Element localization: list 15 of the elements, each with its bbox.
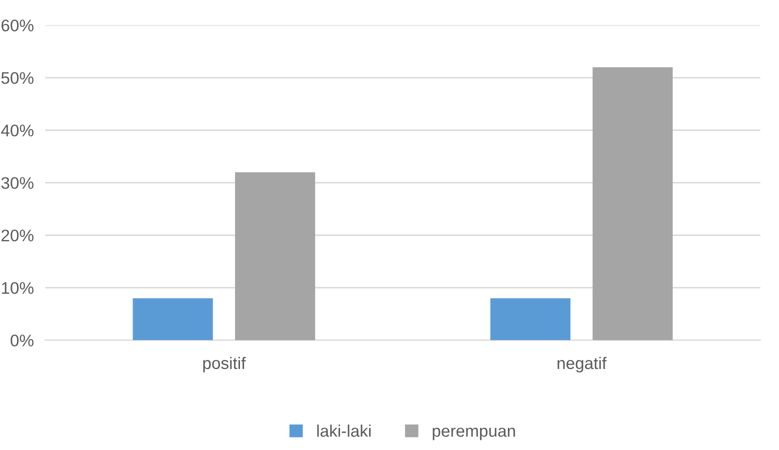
bar xyxy=(235,172,316,340)
y-tick-label: 20% xyxy=(2,230,34,242)
y-tick-label: 50% xyxy=(1,72,34,84)
legend-label: laki-laki xyxy=(317,424,371,437)
y-tick-label: 60% xyxy=(2,20,34,32)
y-tick-label: 40% xyxy=(1,124,34,136)
legend-label: perempuan xyxy=(432,428,515,440)
y-tick-label: 0% xyxy=(10,334,34,346)
bar xyxy=(592,67,673,340)
x-tick-label: negatif xyxy=(558,356,607,372)
y-tick-label: 30% xyxy=(1,177,34,189)
bar xyxy=(490,298,570,340)
x-tick-label: positif xyxy=(203,356,246,372)
y-tick-label: 10% xyxy=(2,282,34,294)
bar xyxy=(132,298,213,340)
